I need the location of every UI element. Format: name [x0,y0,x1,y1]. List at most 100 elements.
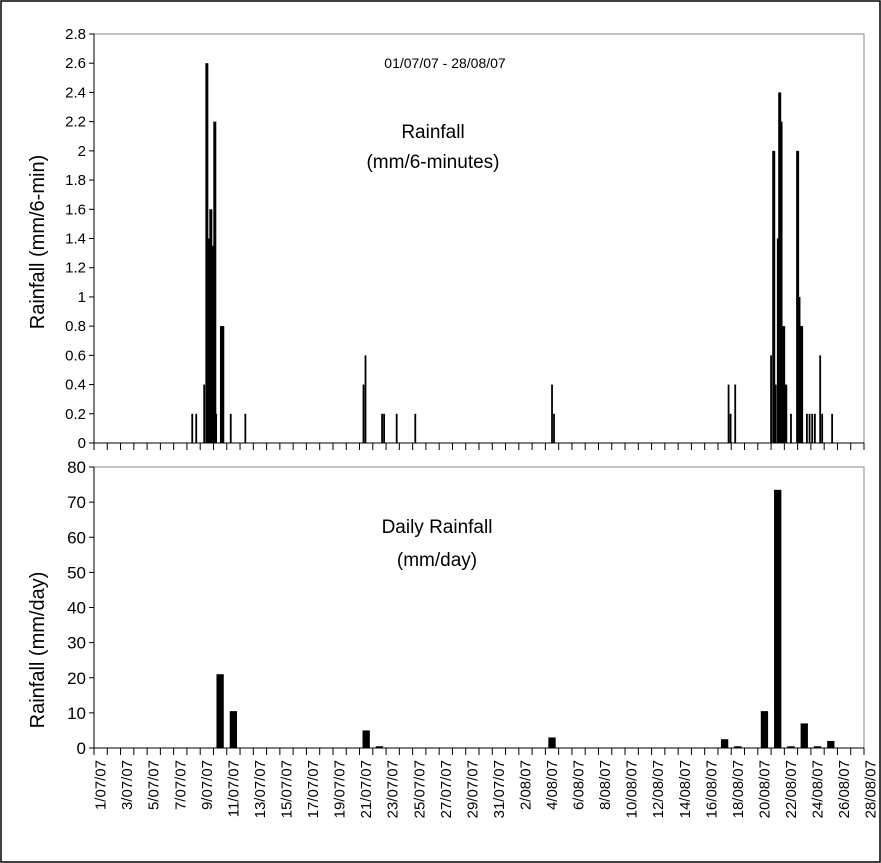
chart-daily-title: Daily Rainfall [382,517,493,538]
bar-daily [548,737,556,748]
x-tick-label-daily: 15/07/07 [279,760,296,818]
bar-daily [827,740,835,748]
x-tick-label-daily: 6/08/07 [571,760,588,810]
bar-6min [229,413,232,443]
bar-6min [414,413,417,443]
bar-daily [800,723,808,748]
x-tick-label-daily: 3/07/07 [119,760,136,810]
x-tick-label-daily: 13/07/07 [252,760,269,818]
y-tick-label-daily: 50 [67,563,86,582]
y-tick-label-daily: 70 [67,493,86,512]
bar-6min [362,384,365,443]
date-range-annotation: 01/07/07 - 28/08/07 [384,55,506,71]
bar-6min [808,413,811,443]
x-tick-label-daily: 8/08/07 [597,760,614,810]
chart-daily-subtitle: (mm/day) [397,550,477,571]
x-tick-label-daily: 31/07/07 [491,760,508,818]
bar-6min [729,413,732,443]
bar-6min [782,326,786,443]
bar-6min [209,209,213,443]
y-axis-label-6min: Rainfall (mm/6-min) [27,155,49,329]
bar-6min [551,384,553,443]
y-tick-label-6min: 0.8 [65,318,86,335]
x-tick-label-daily: 22/08/07 [783,760,800,818]
bar-6min [806,413,808,443]
x-tick-label-daily: 18/08/07 [730,760,747,818]
bar-daily [229,711,238,748]
y-tick-label-6min: 2.2 [65,114,86,131]
x-tick-label-daily: 23/07/07 [385,760,402,818]
x-tick-label-daily: 25/07/07 [411,760,428,818]
bar-6min [772,150,776,443]
chart-daily: 0 10 20 30 40 50 60 70 80 1/07/07 3/07/07 5/07/07 7… [27,458,880,818]
bar-6min [770,355,772,443]
y-tick-label-6min: 0 [78,435,86,452]
bar-6min [213,121,217,444]
x-tick-label-daily: 27/07/07 [438,760,455,818]
y-tick-label-daily: 30 [67,634,86,653]
x-tick-label-daily: 17/07/07 [305,760,322,818]
bar-6min [811,413,814,443]
bar-daily [375,746,384,748]
bar-6min [203,384,206,443]
y-tick-label-daily: 80 [67,458,86,477]
bars-daily [216,489,835,748]
y-tick-label-daily: 10 [67,704,86,723]
bar-6min [221,326,225,443]
x-tick-label-daily: 26/08/07 [836,760,853,818]
y-tick-label-6min: 0.4 [65,377,86,394]
y-tick-label-daily: 60 [67,528,86,547]
bar-6min [553,413,555,443]
bar-daily [216,674,224,748]
x-tick-label-daily: 10/08/07 [624,760,641,818]
x-tick-label-daily: 2/08/07 [517,760,534,810]
y-tick-label-6min: 1.8 [65,172,86,189]
x-tick-label-daily: 20/08/07 [756,760,773,818]
bar-6min [779,121,783,444]
bar-6min [774,384,777,443]
x-tick-label-daily: 1/07/07 [93,760,110,810]
y-tick-label-6min: 1 [78,289,86,306]
y-axis-label-daily: Rainfall (mm/day) [27,572,49,729]
bar-6min [395,413,398,443]
bar-6min [383,413,385,443]
y-tick-label-6min: 1.4 [65,231,86,248]
bar-6min [727,384,730,443]
x-tick-label-daily: 16/08/07 [703,760,720,818]
y-tick-label-6min: 1.6 [65,201,86,218]
x-ticks-daily: 1/07/07 3/07/07 5/07/07 7/07/07 9/07/07 11/07… [93,748,880,818]
x-tick-label-daily: 14/08/07 [677,760,694,818]
bar-daily [734,746,742,748]
bar-daily [774,489,782,748]
chart-6min-subtitle: (mm/6-minutes) [366,152,499,173]
bar-daily [362,730,370,748]
bar-daily [720,739,729,748]
y-ticks-6min: 0 0.2 0.4 0.6 0.8 1 1.2 1.4 1.6 1.8 2 2.2 2.4 2.6 2.8 [65,26,94,452]
y-tick-label-6min: 1.2 [65,260,86,277]
y-tick-label-6min: 2.4 [65,84,86,101]
bar-daily [760,711,769,748]
bar-daily [787,746,795,748]
y-tick-label-6min: 0.2 [65,406,86,423]
bar-6min [831,413,834,443]
x-tick-label-daily: 12/08/07 [650,760,667,818]
x-tick-label-daily: 28/08/07 [863,760,880,818]
y-tick-label-6min: 0.6 [65,347,86,364]
bar-6min [800,326,804,443]
bar-6min [244,413,247,443]
x-tick-label-daily: 4/08/07 [544,760,561,810]
bar-6min [191,413,194,443]
x-tick-label-daily: 21/07/07 [358,760,375,818]
bar-6min [784,384,786,443]
y-tick-label-daily: 20 [67,669,86,688]
chart-6min-title: Rainfall [401,122,464,143]
bar-6min [819,355,822,443]
x-tick-label-daily: 7/07/07 [172,760,189,810]
bars-6min [191,63,834,444]
bar-6min [364,355,367,443]
y-tick-label-daily: 0 [77,739,86,758]
x-tick-label-daily: 24/08/07 [810,760,827,818]
y-tick-label-6min: 2 [78,143,86,160]
